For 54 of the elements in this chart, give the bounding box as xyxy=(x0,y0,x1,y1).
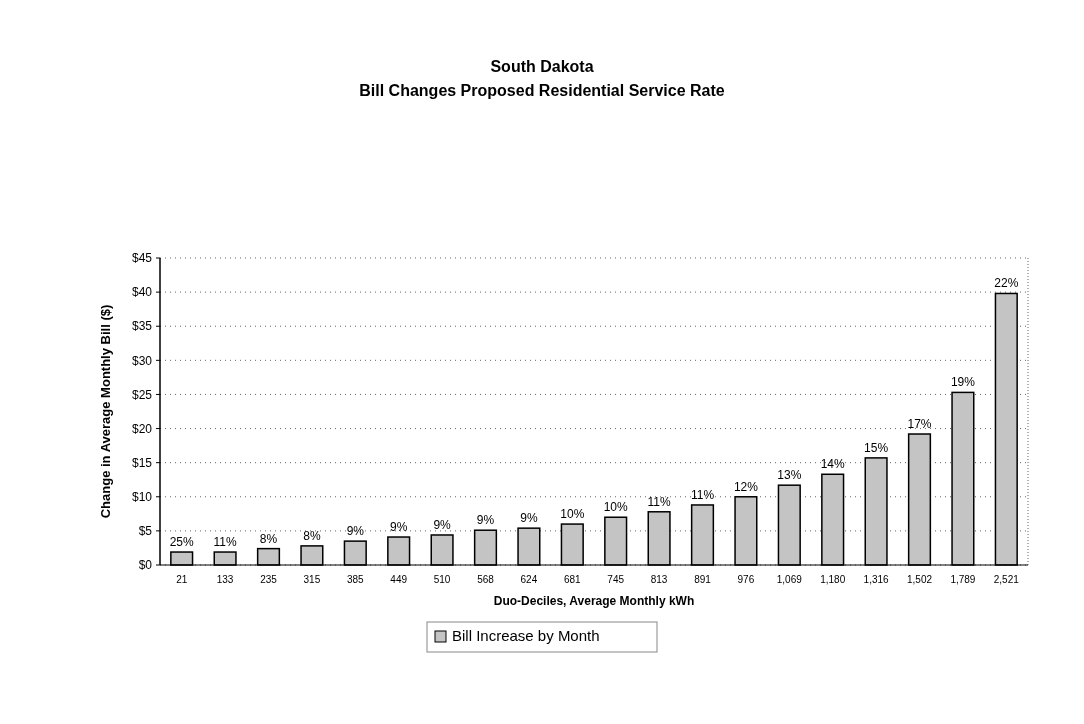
annotation: 15% xyxy=(864,440,889,455)
y-tick-label: $10 xyxy=(131,489,153,504)
y-tick-label: $20 xyxy=(131,421,153,436)
legend-label: Bill Increase by Month xyxy=(452,627,600,645)
x-tick-label: 510 xyxy=(433,574,451,585)
x-tick-label: 1,316 xyxy=(863,574,890,585)
x-tick-label: 133 xyxy=(216,574,234,585)
x-tick-label: 568 xyxy=(477,574,495,585)
y-tick-label: $15 xyxy=(131,455,153,470)
annotation: 8% xyxy=(259,531,278,546)
x-tick-label: 235 xyxy=(260,574,278,585)
annotation: 11% xyxy=(213,535,237,550)
annotation: 12% xyxy=(733,479,759,494)
annotation: 13% xyxy=(777,468,802,483)
x-tick-label: 1,180 xyxy=(820,574,846,585)
annotation: 11% xyxy=(690,487,715,502)
annotation: 9% xyxy=(390,520,408,535)
x-tick-label: 624 xyxy=(520,574,538,585)
annotation: 14% xyxy=(820,457,846,472)
y-tick-label: $40 xyxy=(131,285,153,300)
y-tick-label: $30 xyxy=(131,353,153,368)
annotation: 25% xyxy=(169,535,195,550)
x-tick-label: 449 xyxy=(390,574,408,585)
annotation: 9% xyxy=(433,517,452,532)
y-tick-label: $25 xyxy=(131,387,153,402)
annotation: 9% xyxy=(346,524,365,539)
x-tick-label: 976 xyxy=(737,574,755,585)
x-tick-label: 1,502 xyxy=(906,574,933,585)
annotation: 9% xyxy=(476,513,495,528)
annotation: 10% xyxy=(560,507,585,522)
x-tick-label: 2,521 xyxy=(993,574,1020,585)
x-tick-label: 21 xyxy=(176,574,188,585)
x-tick-label: 1,069 xyxy=(776,574,803,585)
annotation: 10% xyxy=(603,500,629,515)
x-tick-label: 813 xyxy=(650,574,668,585)
annotation: 8% xyxy=(303,528,321,543)
y-axis-title: Change in Average Monthly Bill ($) xyxy=(98,304,113,519)
annotation: 11% xyxy=(647,494,671,509)
y-tick-label: $45 xyxy=(131,251,153,266)
x-tick-label: 385 xyxy=(346,574,365,585)
x-tick-label: 1,789 xyxy=(950,574,976,585)
y-tick-label: $0 xyxy=(138,558,153,573)
x-axis-title: Duo-Deciles, Average Monthly kWh xyxy=(493,594,695,608)
annotation: 9% xyxy=(520,511,538,526)
chart-title: South Dakota Bill Changes Proposed Residential Service Rate xyxy=(359,58,725,99)
annotation: 22% xyxy=(994,276,1019,291)
y-tick-label: $35 xyxy=(131,319,153,334)
x-tick-label: 891 xyxy=(694,574,712,585)
annotation: 17% xyxy=(907,417,932,432)
x-tick-label: 315 xyxy=(303,574,321,585)
x-tick-label: 745 xyxy=(607,574,625,585)
y-tick-label: $5 xyxy=(138,524,153,539)
annotation: 19% xyxy=(950,375,976,390)
x-tick-label: 681 xyxy=(563,574,582,585)
